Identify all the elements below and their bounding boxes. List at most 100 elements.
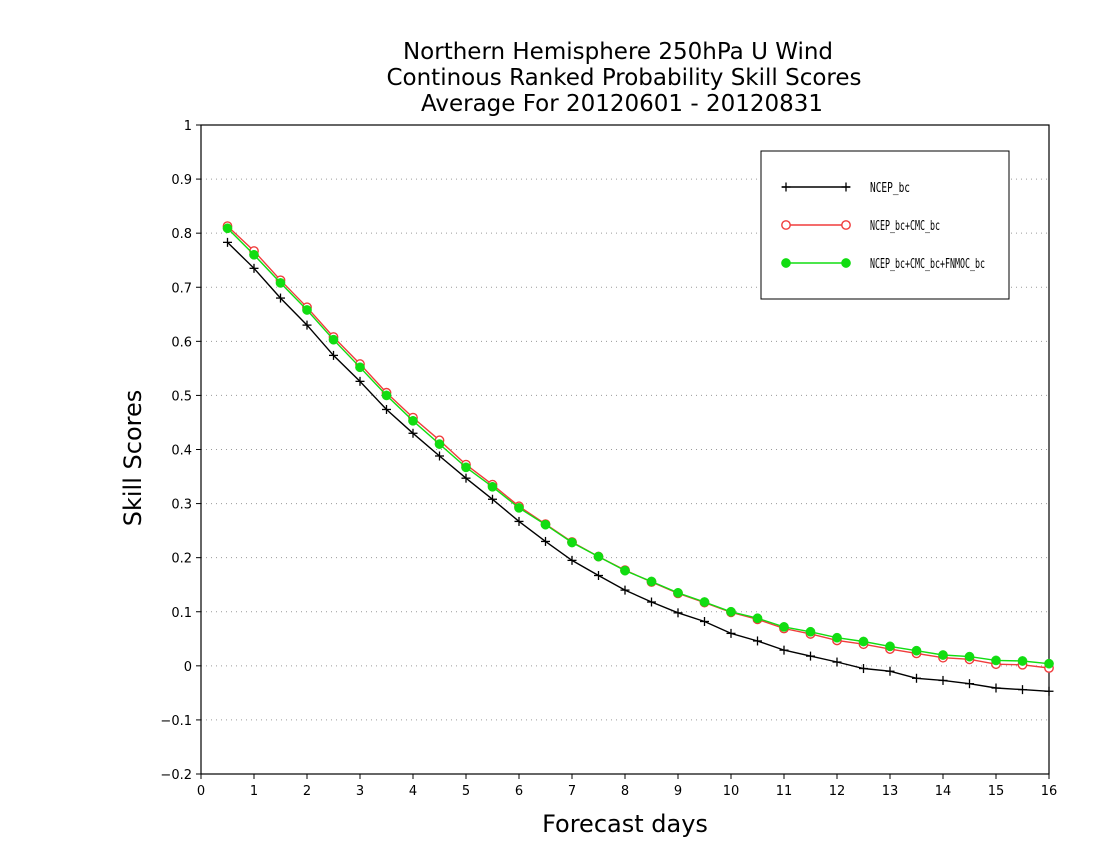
data-point	[355, 376, 365, 386]
legend: NCEP_bc NCEP_bc+CMC_bc NCEP_bc+CMC_bc+FNMO…	[760, 150, 1010, 300]
legend-label: NCEP_bc	[870, 181, 910, 196]
data-point	[276, 293, 285, 303]
data-point	[593, 551, 604, 562]
x-tick-label: 10	[723, 784, 740, 799]
x-tick-label: 6	[515, 784, 523, 799]
x-axis-label: Forecast days	[542, 810, 708, 838]
x-tick-label: 3	[356, 784, 364, 799]
data-point	[859, 664, 868, 674]
data-point	[938, 650, 948, 660]
x-tick-label: 16	[1041, 784, 1058, 799]
data-point	[620, 585, 630, 595]
data-point	[434, 439, 445, 449]
data-point	[461, 462, 471, 473]
y-tick-label: 0.9	[171, 173, 192, 188]
chart-title-line-3: Average For 20120601 - 20120831	[421, 91, 823, 117]
data-point	[514, 516, 524, 526]
data-point	[779, 645, 789, 655]
x-tick-label: 1	[250, 784, 258, 799]
x-tick-label: 15	[988, 784, 1005, 799]
series-1	[223, 237, 1054, 696]
x-tick-label: 7	[568, 784, 576, 799]
data-point	[1044, 686, 1054, 696]
data-point	[647, 597, 656, 607]
data-point	[858, 636, 869, 647]
data-point	[726, 628, 736, 638]
legend-entry-2: NCEP_bc+CMC_bc	[781, 219, 940, 234]
data-point	[408, 415, 418, 426]
chart-title-line-2: Continous Ranked Probability Skill Score…	[386, 65, 861, 91]
legend-marker	[841, 182, 851, 192]
data-point	[700, 616, 709, 626]
x-tick-label: 4	[409, 784, 417, 799]
data-point	[381, 390, 392, 401]
data-point	[673, 587, 683, 598]
data-point	[302, 305, 312, 315]
data-point	[964, 651, 975, 662]
data-point	[594, 571, 603, 581]
data-point	[567, 555, 577, 565]
x-tick-label: 5	[462, 784, 470, 799]
x-tick-label: 2	[303, 784, 311, 799]
y-tick-label: −0.1	[160, 714, 192, 729]
y-tick-label: 1	[184, 119, 192, 134]
y-tick-label: 0.4	[171, 444, 192, 459]
y-tick-label: 0.5	[171, 389, 192, 404]
data-point	[249, 249, 259, 260]
data-point	[752, 613, 763, 624]
data-point	[328, 334, 339, 345]
data-point	[726, 606, 736, 617]
data-point	[912, 673, 921, 683]
data-point	[488, 494, 497, 504]
legend-label: NCEP_bc+CMC_bc	[870, 219, 940, 234]
data-point	[382, 404, 391, 414]
data-point	[832, 657, 842, 667]
legend-entry-1: NCEP_bc	[781, 181, 910, 196]
y-tick-label: 0.2	[171, 552, 192, 567]
data-point	[1018, 685, 1027, 695]
data-point	[620, 565, 630, 576]
x-tick-label: 12	[829, 784, 846, 799]
data-point	[646, 576, 657, 587]
data-point	[329, 350, 338, 360]
y-tick-label: 0.7	[171, 281, 192, 296]
y-tick-label: 0.6	[171, 335, 192, 350]
legend-marker	[781, 258, 791, 268]
data-point	[938, 675, 948, 685]
data-point	[222, 223, 233, 234]
legend-entry-3: NCEP_bc+CMC_bc+FNMOC_bc	[781, 257, 985, 272]
legend-marker	[781, 182, 791, 192]
y-tick-label: 0.1	[171, 606, 192, 621]
x-tick-label: 8	[621, 784, 629, 799]
chart-title: Northern Hemisphere 250hPa U Wind Contin…	[386, 39, 861, 117]
legend-marker	[841, 258, 851, 268]
data-point	[991, 683, 1001, 693]
y-axis-label: Skill Scores	[119, 390, 147, 527]
x-tick-label: 13	[882, 784, 899, 799]
y-tick-label: 0	[184, 660, 192, 675]
data-point	[461, 473, 471, 483]
data-point	[1044, 658, 1054, 669]
data-point	[487, 481, 498, 492]
data-point	[832, 632, 842, 643]
x-tick-label: 11	[776, 784, 793, 799]
data-point	[355, 362, 365, 373]
data-point	[567, 537, 577, 548]
data-point	[911, 645, 922, 656]
data-point	[885, 666, 895, 676]
legend-marker	[781, 220, 791, 230]
data-point	[779, 622, 789, 632]
data-point	[302, 320, 312, 330]
series-line	[227, 241, 1050, 692]
y-tick-label: −0.2	[160, 768, 192, 783]
y-tick-label: 0.3	[171, 498, 192, 513]
legend-marker	[841, 220, 851, 230]
data-point	[275, 278, 286, 288]
data-point	[249, 263, 259, 273]
data-point	[965, 679, 974, 689]
data-point	[435, 451, 444, 461]
series-3	[222, 223, 1054, 669]
x-tick-label: 0	[197, 784, 205, 799]
legend-label: NCEP_bc+CMC_bc+FNMOC_bc	[870, 257, 985, 272]
